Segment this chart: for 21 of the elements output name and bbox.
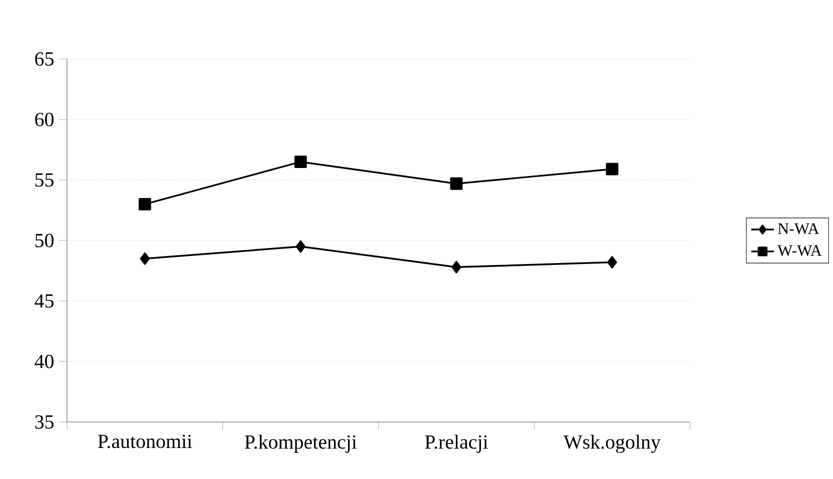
point [606,162,618,176]
x-tick-label: Wsk.ogolny [564,434,661,453]
x-tick-label: P.autonomii [98,434,192,448]
point [296,240,306,253]
y-tick-label: 35 [35,415,54,429]
point [140,252,150,265]
point [450,177,463,190]
legend-label: N-WA [778,223,820,234]
point [607,256,617,268]
y-tick-label: 55 [35,173,54,187]
x-tick-label: P.kompetencji [244,434,357,453]
y-tick-label: 40 [34,354,54,368]
point [294,156,307,168]
point [452,260,462,274]
x-tick-label: P.relacji [425,434,488,453]
y-tick-label: 60 [35,112,54,126]
y-tick-label: 50 [35,234,54,248]
point [138,198,152,210]
legend-label: W-WA [778,245,822,256]
y-tick-label: 45 [34,294,54,308]
y-tick-label: 65 [35,52,54,66]
